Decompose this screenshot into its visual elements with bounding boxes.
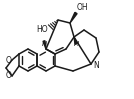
Polygon shape xyxy=(43,41,46,49)
Text: O: O xyxy=(5,56,11,65)
Text: N: N xyxy=(93,60,99,69)
Text: OH: OH xyxy=(77,3,89,12)
Text: H: H xyxy=(73,41,79,47)
Polygon shape xyxy=(74,37,77,44)
Polygon shape xyxy=(70,12,77,23)
Text: HO: HO xyxy=(36,24,48,33)
Text: O: O xyxy=(5,71,11,80)
Text: H: H xyxy=(41,41,47,47)
